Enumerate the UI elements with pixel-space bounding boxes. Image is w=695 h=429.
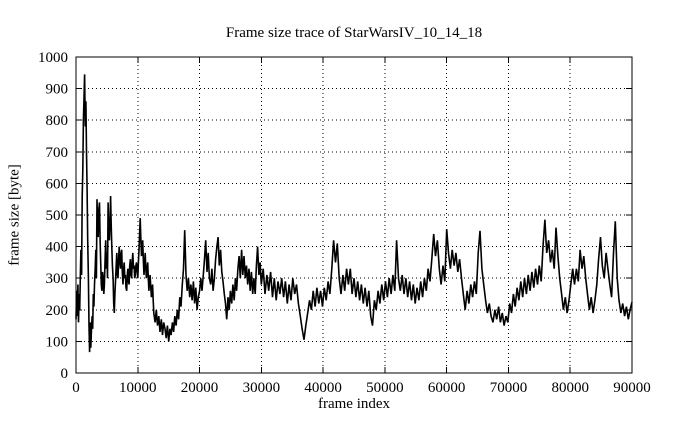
x-tick-label: 80000 [551,380,589,396]
y-tick-label: 100 [46,334,69,350]
y-tick-label: 700 [46,145,69,161]
x-tick-label: 90000 [613,380,651,396]
x-tick-label: 20000 [181,380,219,396]
y-tick-label: 800 [46,113,69,129]
y-tick-label: 1000 [38,50,68,66]
x-tick-label: 10000 [119,380,157,396]
chart-title: Frame size trace of StarWarsIV_10_14_18 [225,25,483,41]
y-tick-label: 300 [46,271,69,287]
x-tick-label: 70000 [490,380,528,396]
frame-size-trace-line [75,74,633,353]
y-tick-label: 0 [61,366,69,382]
x-tick-label: 50000 [366,380,404,396]
x-tick-label: 30000 [243,380,281,396]
y-tick-label: 500 [46,208,69,224]
x-tick-label: 0 [72,380,80,396]
x-axis-label: frame index [317,396,391,412]
x-tick-label: 60000 [428,380,466,396]
y-tick-label: 200 [46,303,69,319]
y-tick-label: 400 [46,240,69,256]
x-tick-label: 40000 [304,380,342,396]
y-tick-label: 600 [46,176,69,192]
y-axis-label: frame size [byte] [6,164,23,266]
y-tick-label: 900 [46,82,69,98]
